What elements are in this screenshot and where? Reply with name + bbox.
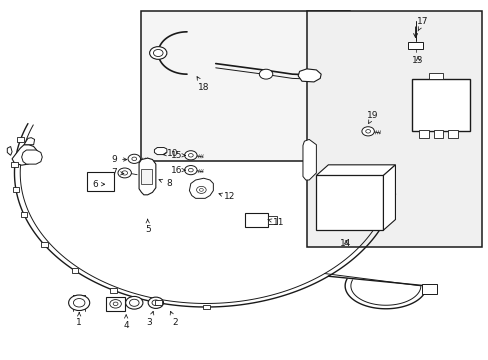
Bar — [447, 130, 457, 138]
Circle shape — [113, 302, 118, 306]
Polygon shape — [21, 150, 42, 164]
Polygon shape — [139, 158, 156, 195]
Bar — [306, 11, 481, 247]
Circle shape — [184, 166, 197, 175]
Text: 9: 9 — [111, 155, 126, 164]
Text: 7: 7 — [111, 168, 123, 177]
Text: 18: 18 — [197, 77, 209, 92]
Text: 6: 6 — [92, 180, 104, 189]
Bar — [12, 162, 18, 167]
Polygon shape — [298, 69, 321, 82]
Text: 1: 1 — [76, 312, 82, 327]
Text: 14: 14 — [340, 239, 351, 248]
Polygon shape — [316, 165, 395, 175]
Circle shape — [118, 168, 131, 178]
Bar — [245, 213, 268, 226]
Polygon shape — [12, 145, 38, 165]
Polygon shape — [24, 138, 35, 145]
Circle shape — [129, 299, 139, 306]
Bar — [20, 212, 27, 217]
Circle shape — [188, 168, 193, 172]
Bar — [110, 288, 117, 293]
Circle shape — [68, 295, 89, 311]
Text: 4: 4 — [123, 315, 129, 330]
Text: 15: 15 — [170, 151, 185, 160]
Bar — [141, 11, 349, 161]
Text: 3: 3 — [146, 311, 154, 327]
Polygon shape — [154, 148, 166, 154]
Polygon shape — [189, 178, 213, 198]
Text: 16: 16 — [170, 166, 185, 175]
Circle shape — [153, 49, 163, 57]
Text: 10: 10 — [163, 149, 178, 158]
Circle shape — [73, 298, 85, 307]
Polygon shape — [303, 139, 316, 180]
Bar — [316, 175, 383, 230]
Circle shape — [259, 69, 272, 79]
Bar — [433, 130, 443, 138]
Text: 17: 17 — [416, 17, 427, 31]
Circle shape — [188, 154, 193, 157]
Bar — [411, 80, 469, 131]
Circle shape — [196, 186, 206, 193]
Text: 8: 8 — [159, 179, 171, 188]
Bar — [71, 268, 78, 273]
Polygon shape — [383, 165, 395, 230]
Circle shape — [128, 154, 140, 163]
Bar — [87, 172, 113, 191]
Circle shape — [148, 297, 163, 309]
Bar — [13, 187, 20, 192]
Circle shape — [149, 47, 166, 59]
Circle shape — [152, 300, 160, 306]
Bar — [106, 297, 124, 311]
Text: 5: 5 — [144, 219, 150, 234]
Bar — [41, 242, 47, 247]
Circle shape — [184, 151, 197, 160]
Text: 19: 19 — [366, 111, 378, 123]
Circle shape — [122, 171, 127, 175]
Circle shape — [199, 189, 203, 191]
Bar — [268, 216, 277, 224]
Bar — [407, 42, 422, 49]
Bar — [203, 305, 209, 310]
Text: 11: 11 — [267, 218, 284, 227]
Circle shape — [361, 127, 374, 136]
Text: 13: 13 — [411, 55, 423, 64]
Bar — [421, 284, 436, 294]
Bar — [141, 170, 152, 184]
Bar — [155, 300, 162, 305]
Text: 2: 2 — [170, 311, 178, 327]
Circle shape — [365, 130, 370, 133]
Circle shape — [132, 157, 136, 161]
Text: 12: 12 — [219, 193, 234, 202]
Bar — [419, 130, 428, 138]
Circle shape — [110, 300, 121, 308]
Polygon shape — [7, 147, 12, 155]
Circle shape — [125, 296, 142, 309]
Bar — [17, 137, 24, 142]
Bar — [428, 73, 443, 80]
